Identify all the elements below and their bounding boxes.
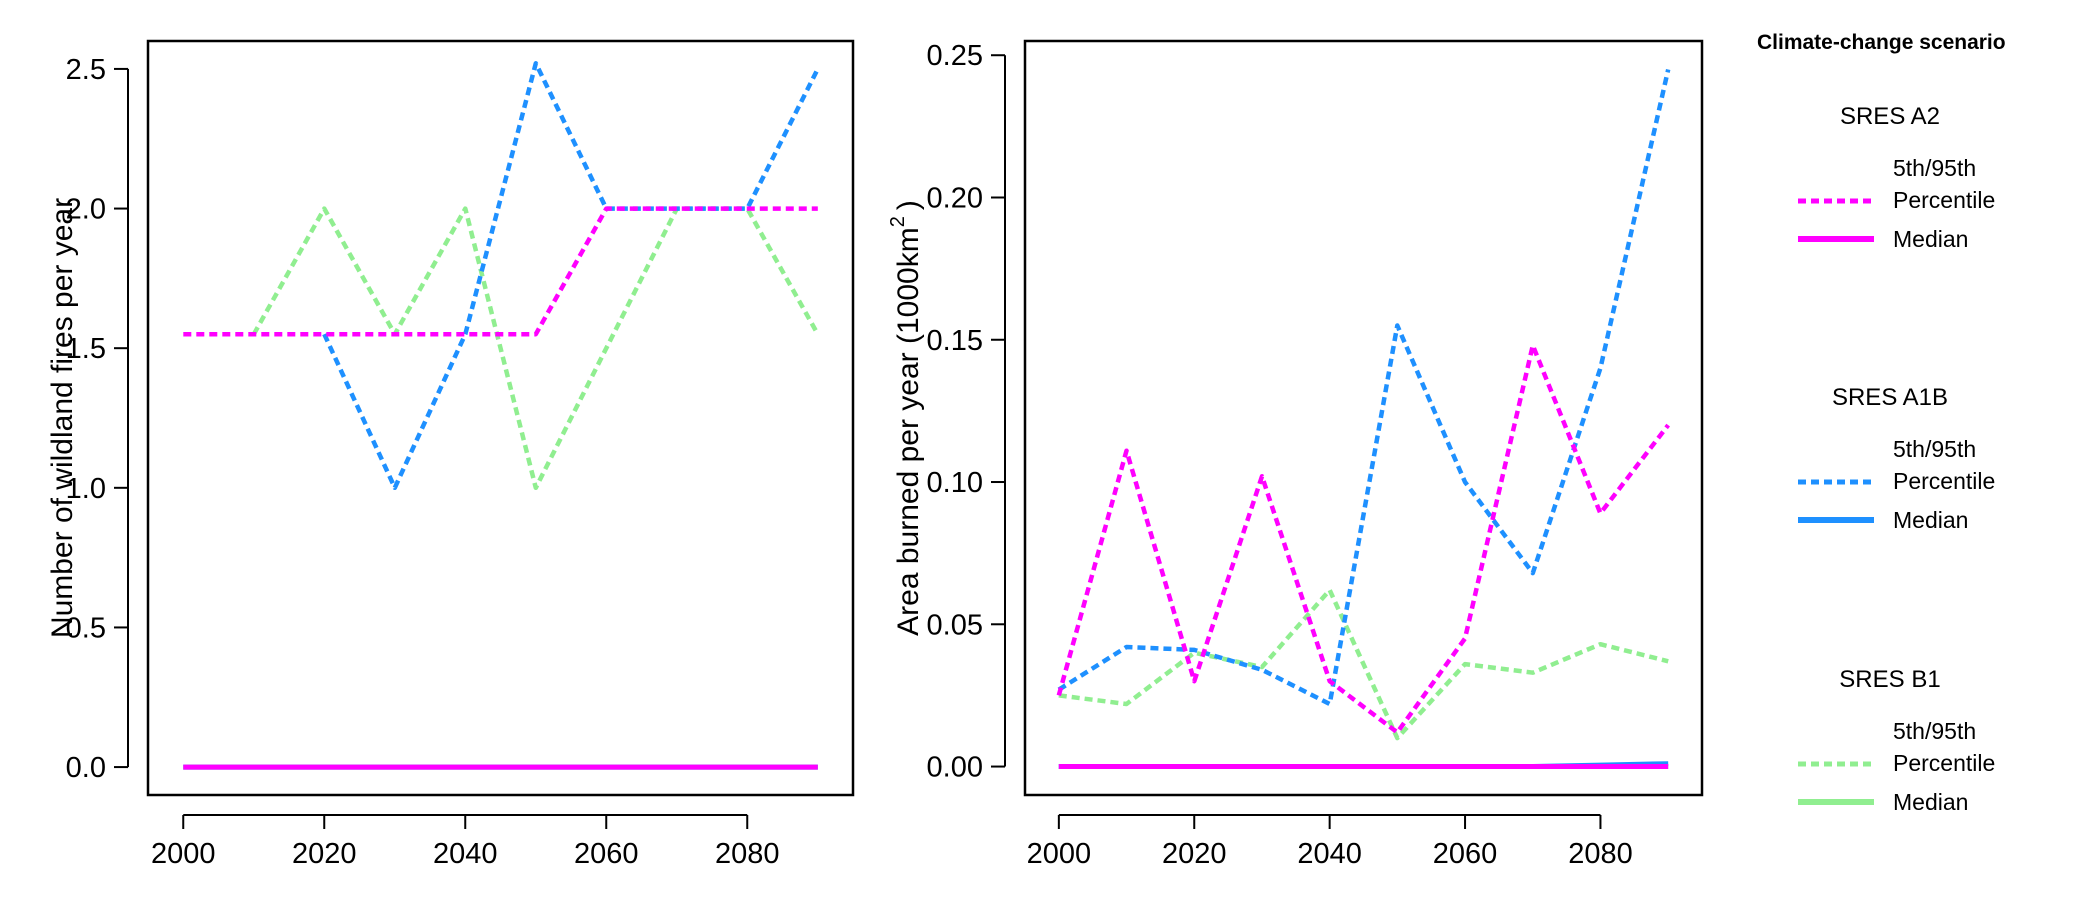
series-b1-percentile-line: [1058, 587, 1669, 741]
legend-median-label: Median: [1893, 507, 1968, 533]
y-axis-title-end: ): [892, 200, 925, 210]
series-a1b-percentile-line: [1057, 69, 1671, 707]
legend-median-label: Median: [1893, 789, 1968, 815]
plot-frame: [1023, 39, 1704, 797]
y-tick-label: 0.15: [927, 325, 983, 357]
y-tick-label: 1.5: [66, 333, 106, 365]
y-tick-label: 0.10: [927, 467, 983, 499]
left-chart-fires: 2000 2020 2040 2060 2080 0.0 0.5 1.0 1.5 2.0 2.5 Nu…: [46, 39, 855, 870]
y-tick-label: 0.05: [927, 609, 983, 641]
y-axis-title-sup: 2: [887, 216, 909, 227]
x-tick-label: 2020: [292, 838, 357, 870]
legend-scenario-label: SRES A2: [1840, 103, 1940, 130]
y-axis-title-main: Number of wildland fires per year: [46, 198, 79, 638]
series-a2-percentile-line: [183, 206, 818, 337]
x-tick-label: 2060: [1433, 838, 1498, 870]
y-axis-title: Number of wildland fires per year: [46, 198, 79, 638]
legend-percentile-label-2: Percentile: [1893, 750, 1995, 776]
legend-scenario-label: SRES B1: [1839, 666, 1940, 693]
y-axis-title-main: Area burned per year (1000km: [892, 227, 925, 636]
series-a1b-percentile-line: [322, 61, 820, 491]
y-tick-label: 1.0: [66, 473, 106, 505]
x-tick-label: 2080: [715, 838, 780, 870]
x-tick-label: 2040: [433, 838, 498, 870]
x-tick-label: 2000: [1027, 838, 1092, 870]
y-tick-label: 0.00: [927, 752, 983, 784]
y-tick-label: 0.20: [927, 182, 983, 214]
x-tick-label: 2020: [1162, 838, 1227, 870]
y-tick-label: 2.0: [66, 194, 106, 226]
legend-percentile-label-2: Percentile: [1893, 468, 1995, 494]
y-axis-title: Area burned per year (1000km2): [887, 200, 925, 636]
y-tick-label: 0.0: [66, 752, 106, 784]
legend-title: Climate-change scenario: [1757, 31, 2006, 54]
y-tick-label: 0.5: [66, 612, 106, 644]
legend-median-label: Median: [1893, 226, 1968, 252]
legend-percentile-label-2: Percentile: [1893, 187, 1995, 213]
x-tick-label: 2080: [1568, 838, 1633, 870]
plot-frame: [146, 39, 855, 797]
legend: Climate-change scenario SRES A2 5th/95th P…: [1757, 31, 2006, 815]
x-tick-label: 2000: [151, 838, 216, 870]
x-tick-label: 2060: [574, 838, 639, 870]
series-a2-percentile-line: [1056, 343, 1670, 735]
series-b1-percentile-line: [251, 206, 820, 491]
right-chart-area-burned: 2000 2020 2040 2060 2080 0.00 0.05 0.10 0.15 0.20…: [887, 39, 1704, 870]
y-tick-label: 2.5: [66, 54, 106, 86]
legend-scenario-label: SRES A1B: [1832, 384, 1948, 411]
legend-percentile-label-1: 5th/95th: [1893, 155, 1976, 181]
y-tick-label: 0.25: [927, 40, 983, 72]
x-tick-label: 2040: [1297, 838, 1362, 870]
legend-percentile-label-1: 5th/95th: [1893, 718, 1976, 744]
legend-percentile-label-1: 5th/95th: [1893, 436, 1976, 462]
